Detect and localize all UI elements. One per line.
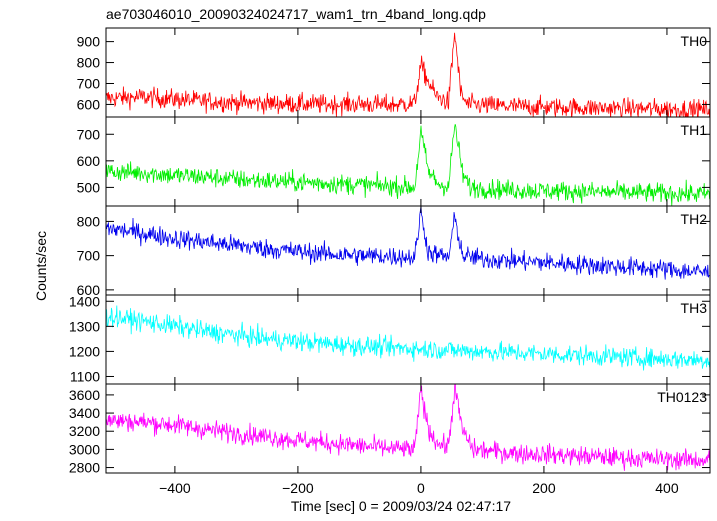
panel-frame [105,294,711,385]
panel-frame [105,383,711,474]
y-tick-label: 900 [77,34,101,50]
panel-label-th1: TH1 [681,122,708,138]
y-tick-label: 500 [77,179,101,195]
y-tick-label: 700 [77,75,101,91]
panel-th0123: 2800 3000 3200 3400 3600 TH0123 [69,383,711,476]
y-tick-label: 1400 [69,293,100,309]
panel-label-th0123: TH0123 [657,389,707,405]
y-tick-label: 800 [77,213,101,229]
series-line-th3 [106,305,710,371]
y-tick-label: 600 [77,153,101,169]
x-tick-label: −400 [159,480,191,496]
x-axis-label: Time [sec] 0 = 2009/03/24 02:47:17 [291,498,511,514]
panel-label-th0: TH0 [681,33,708,49]
y-tick-label: 800 [77,55,101,71]
panel-th3: 1100 1200 1300 1400 TH3 [69,293,711,385]
series-line-th0123 [106,384,710,471]
chart-title: ae703046010_20090324024717_wam1_trn_4ban… [106,6,486,22]
y-tick-label: 600 [77,282,101,298]
panel-frame [105,27,711,118]
y-tick-label: 1200 [69,343,100,359]
panel-th0: 600 700 800 900 TH0 [77,27,711,118]
y-tick-label: 3200 [69,423,100,439]
y-tick-label: 3000 [69,441,100,457]
y-tick-label: 2800 [69,460,100,476]
panel-label-th2: TH2 [681,211,708,227]
x-tick-label: 0 [417,480,425,496]
series-line-th1 [106,124,710,206]
x-tick-label: −200 [282,480,314,496]
y-tick-label: 600 [77,96,101,112]
panel-label-th3: TH3 [681,300,708,316]
panel-frame [105,205,711,296]
y-tick-label: 1100 [70,368,100,384]
panel-th2: 600 700 800 TH2 [77,205,711,298]
x-tick-label: 200 [532,480,556,496]
y-tick-label: 3600 [69,387,100,403]
y-tick-label: 1300 [69,318,100,334]
y-axis-label: Counts/sec [33,231,49,301]
panel-th1: 500 600 700 TH1 [77,116,711,207]
series-line-th2 [106,206,710,280]
y-tick-label: 700 [77,248,101,264]
y-tick-label: 700 [77,126,101,142]
y-tick-label: 3400 [69,405,100,421]
panels-layer: 600 700 800 900 TH0 500 600 700 TH1 600 700 800 TH2 1… [69,27,711,496]
series-line-th0 [106,32,710,117]
x-tick-label: 400 [655,480,679,496]
